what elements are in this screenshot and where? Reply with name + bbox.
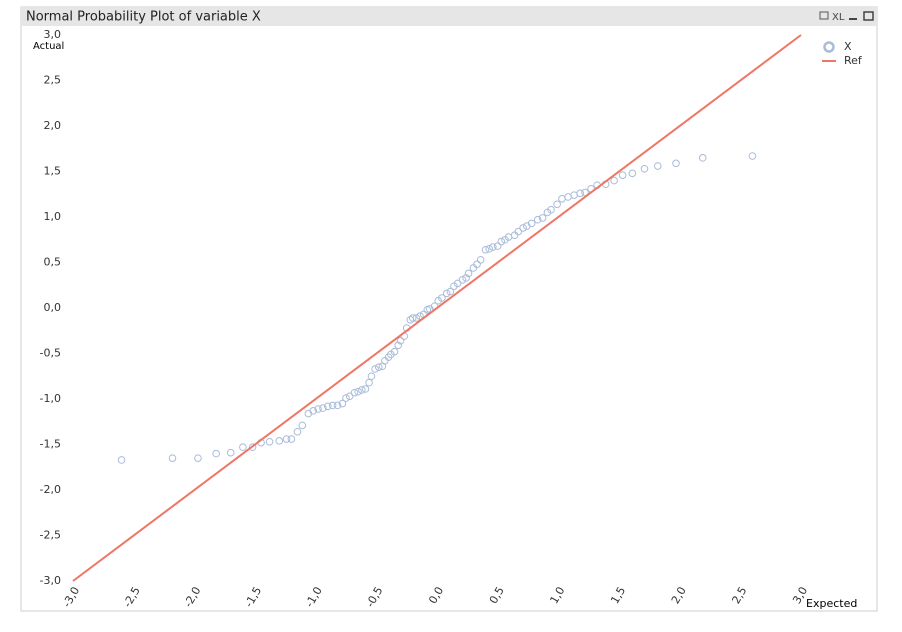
data-point (194, 454, 202, 462)
y-tick-label: -1,0 (40, 392, 61, 405)
data-point (538, 214, 547, 222)
data-point (371, 365, 379, 373)
minimize-button[interactable] (849, 18, 857, 20)
data-point (489, 243, 497, 251)
data-point (464, 269, 473, 278)
data-point (576, 189, 584, 198)
y-tick-label: 0,0 (44, 301, 62, 314)
data-point (168, 454, 177, 462)
data-point (547, 205, 555, 214)
y-tick-label: 3,0 (44, 28, 62, 41)
y-tick-label: 2,5 (44, 74, 62, 87)
data-point (342, 394, 350, 402)
data-point (640, 164, 649, 173)
data-point (462, 274, 470, 282)
y-tick-label: 1,0 (44, 210, 62, 223)
data-point (672, 159, 680, 168)
data-point (212, 449, 220, 458)
data-point (458, 275, 467, 284)
data-point (514, 227, 523, 236)
data-point (533, 215, 542, 224)
data-point (309, 407, 318, 415)
data-point (408, 314, 417, 322)
data-point (438, 294, 446, 302)
data-point (324, 402, 332, 411)
data-point (287, 435, 296, 443)
data-point (553, 200, 561, 209)
data-point (293, 427, 302, 436)
data-point (338, 399, 347, 408)
data-point (396, 336, 405, 345)
y-tick-label: -2,0 (40, 483, 61, 496)
data-point (239, 443, 247, 452)
data-point (361, 385, 370, 393)
data-point (527, 219, 536, 228)
data-point (473, 260, 481, 269)
legend-marker (823, 41, 835, 53)
data-point (354, 387, 362, 396)
data-point (748, 152, 757, 160)
data-point (345, 392, 354, 401)
data-point (485, 245, 493, 253)
legend-label: X (844, 40, 852, 53)
data-point (481, 245, 490, 254)
x-axis-label: Expected (806, 597, 857, 610)
reference-line (72, 34, 802, 582)
print-icon[interactable] (819, 11, 829, 20)
data-point (581, 188, 589, 197)
y-tick-label: -2,5 (40, 529, 61, 542)
data-point (394, 341, 402, 350)
data-point (319, 404, 327, 412)
maximize-button[interactable] (863, 11, 874, 21)
data-point (628, 169, 637, 178)
data-point (610, 176, 618, 185)
data-point (476, 255, 485, 264)
panel (20, 6, 878, 612)
data-point (367, 372, 376, 381)
y-tick-label: -3,0 (40, 574, 61, 587)
data-point (442, 289, 451, 298)
data-point (365, 378, 373, 387)
data-point (519, 224, 527, 232)
y-tick-label: 0,5 (44, 256, 62, 269)
data-point (493, 242, 502, 250)
y-axis-label: Actual (33, 41, 64, 52)
title-bar (21, 7, 877, 26)
data-point (275, 437, 284, 445)
data-point (314, 405, 322, 413)
chart-title: Normal Probability Plot of variable X (26, 10, 261, 25)
data-point (328, 401, 337, 410)
y-tick-label: -0,5 (40, 347, 61, 360)
data-point (248, 443, 257, 452)
data-point (226, 448, 235, 457)
data-point (698, 154, 707, 162)
data-point (446, 287, 455, 296)
data-point (374, 363, 383, 371)
data-point (265, 437, 274, 446)
y-tick-label: 2,0 (44, 119, 62, 132)
data-point (357, 386, 366, 394)
data-point (654, 162, 662, 170)
legend-label: Ref (844, 54, 863, 67)
data-point (390, 347, 399, 356)
data-point (298, 421, 307, 430)
y-tick-label: 1,5 (44, 165, 62, 178)
data-point (453, 279, 462, 288)
data-point (350, 388, 359, 397)
data-point (412, 314, 421, 322)
data-point (618, 171, 627, 179)
xl-button[interactable]: XL (832, 12, 845, 23)
data-point (497, 237, 506, 246)
data-point (117, 456, 126, 464)
y-tick-label: -1,5 (40, 438, 61, 451)
data-point (333, 401, 342, 410)
data-point (282, 435, 291, 443)
